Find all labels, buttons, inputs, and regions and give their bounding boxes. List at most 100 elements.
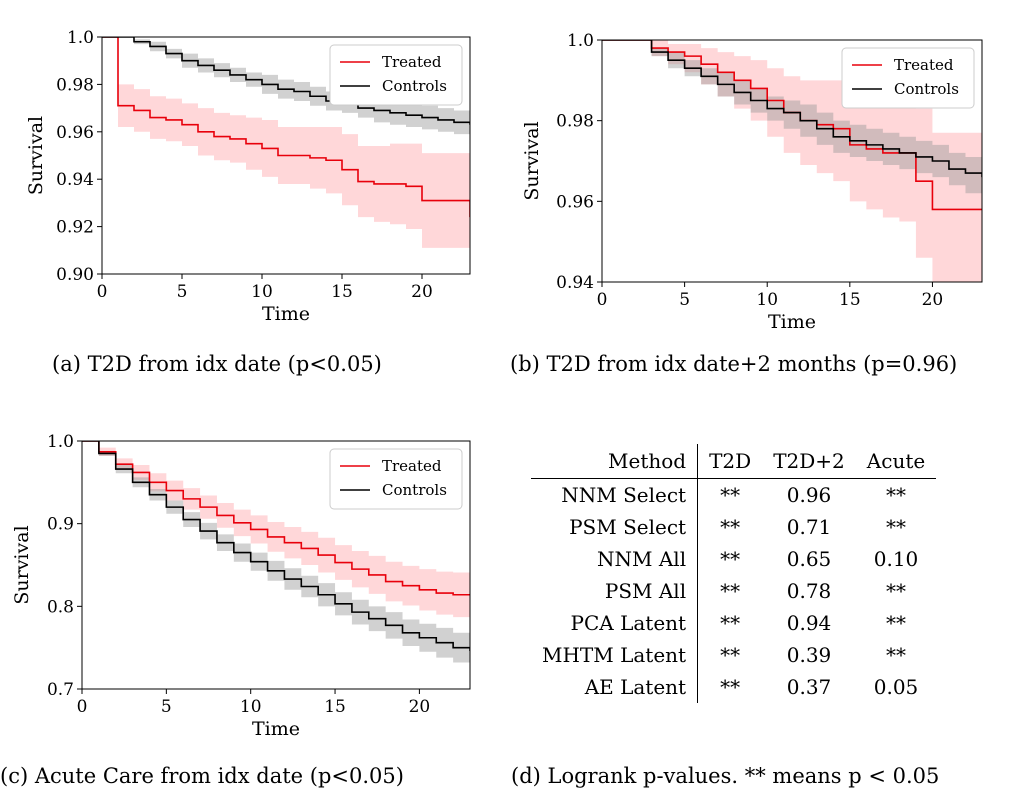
col-acute: Acute [855,444,937,479]
table-cell-method: PSM All [531,575,699,607]
table-header-row: Method T2D T2D+2 Acute [531,444,937,479]
series-line-treated [102,37,470,218]
table-cell-value: 0.71 [786,515,832,539]
y-tick-label: 0.94 [56,170,94,190]
plot-area [82,441,470,667]
legend-label-treated: Treated [894,56,954,74]
legend-box [329,44,463,106]
x-tick-label: 10 [251,282,273,302]
x-axis-label: Time [262,303,310,325]
y-tick-label: 0.98 [56,75,94,95]
legend-label-controls: Controls [382,77,447,95]
caption-a: (a) T2D from idx date (p<0.05) [52,352,382,376]
y-tick-label: 0.94 [556,273,594,293]
table-cell-value: 0.78 [786,579,832,603]
y-tick-label: 1.0 [567,31,594,51]
table-cell-value: ** [720,483,741,507]
table-row: NNM All ** 0.65 0.10 [531,543,936,575]
table-cell-value: ** [720,515,741,539]
table-cell-value: ** [886,483,906,507]
table-cell-value: 0.96 [786,483,832,507]
survival-chart-b: 0 5 10 15 20 0.94 0.96 0.98 1.0 Time Survival Treat… [521,31,983,333]
x-axis-label: Time [252,718,300,740]
x-tick-label: 20 [922,290,944,310]
table-cell-value: ** [886,611,906,635]
x-tick-label: 15 [839,290,861,310]
table-row: PCA Latent ** 0.94 ** [531,607,936,639]
table-cell-method: NNM Select [531,478,699,511]
y-tick-label: 0.96 [556,192,594,212]
table-cell-value: 0.39 [786,643,832,667]
x-tick-label: 0 [97,282,108,302]
y-tick-label: 0.90 [56,265,94,285]
y-tick-label: 0.9 [47,515,74,535]
x-tick-label: 5 [679,290,690,310]
legend: Treated Controls [841,47,975,109]
x-tick-label: 0 [77,697,88,717]
series-line-controls [602,40,982,178]
table-cell-value: 0.37 [786,675,832,699]
x-tick-label: 0 [597,290,608,310]
confidence-band-controls [82,441,470,667]
col-t2d: T2D [697,444,763,479]
series-line-controls [82,441,470,651]
caption-d: (d) Logrank p-values. ** means p < 0.05 [511,764,940,788]
y-tick-label: 0.96 [56,123,94,143]
y-tick-label: 1.0 [67,28,94,48]
x-axis-label: Time [768,311,816,333]
table-cell-value: ** [720,547,741,571]
series-line-treated [602,40,982,211]
col-method: Method [531,444,699,479]
logrank-table: Method T2D T2D+2 Acute NNM Select ** 0.96 *… [531,444,937,703]
plot-area [102,37,470,260]
table-row: PSM All ** 0.78 ** [531,575,936,607]
table-cell-value: ** [886,515,906,539]
legend: Treated Controls [329,448,463,510]
table-row: AE Latent ** 0.37 0.05 [531,671,936,703]
y-tick-label: 1.0 [47,432,74,452]
table-cell-method: PSM Select [531,511,699,543]
x-tick-label: 15 [331,282,353,302]
y-axis-label: Survival [521,121,543,200]
table-cell-value: 0.10 [873,547,919,571]
survival-chart-a: 0 5 10 15 20 0.90 0.92 0.94 0.96 0.98 1.0 Time Survi… [25,28,471,325]
legend-label-treated: Treated [382,457,442,475]
y-tick-label: 0.98 [556,112,594,132]
table-cell-value: 0.05 [873,675,919,699]
table-cell-method: AE Latent [531,671,699,703]
series-line-treated [82,441,470,596]
legend: Treated Controls [329,44,463,106]
confidence-band-treated [102,37,470,260]
confidence-band-treated [82,441,470,618]
confidence-band-controls [602,40,982,198]
legend-label-controls: Controls [894,80,959,98]
y-tick-label: 0.92 [56,218,94,238]
caption-c: (c) Acute Care from idx date (p<0.05) [0,764,404,788]
table-cell-method: MHTM Latent [531,639,699,671]
x-tick-label: 5 [177,282,188,302]
table-row: PSM Select ** 0.71 ** [531,511,936,543]
x-tick-label: 20 [411,282,433,302]
y-axis-label: Survival [11,525,33,604]
legend-label-controls: Controls [382,481,447,499]
table-cell-value: ** [720,579,741,603]
axes-frame [101,36,471,275]
legend-box [329,448,463,510]
legend-box [841,47,975,109]
table-cell-value: ** [886,643,906,667]
survival-chart-c: 0 5 10 15 20 0.7 0.8 0.9 1.0 Time Survival Treated C… [11,432,471,740]
x-tick-label: 10 [756,290,778,310]
table-row: MHTM Latent ** 0.39 ** [531,639,936,671]
legend-label-treated: Treated [382,53,442,71]
axes-frame [81,440,471,690]
table-cell-method: PCA Latent [531,607,699,639]
x-tick-label: 15 [324,697,346,717]
confidence-band-controls [102,37,470,139]
table-cell-value: ** [720,643,741,667]
table-cell-value: 0.65 [786,547,832,571]
table-cell-value: 0.94 [786,611,832,635]
axes-frame [601,39,983,283]
x-tick-label: 20 [409,697,431,717]
x-tick-label: 10 [240,697,262,717]
y-tick-label: 0.7 [47,680,74,700]
